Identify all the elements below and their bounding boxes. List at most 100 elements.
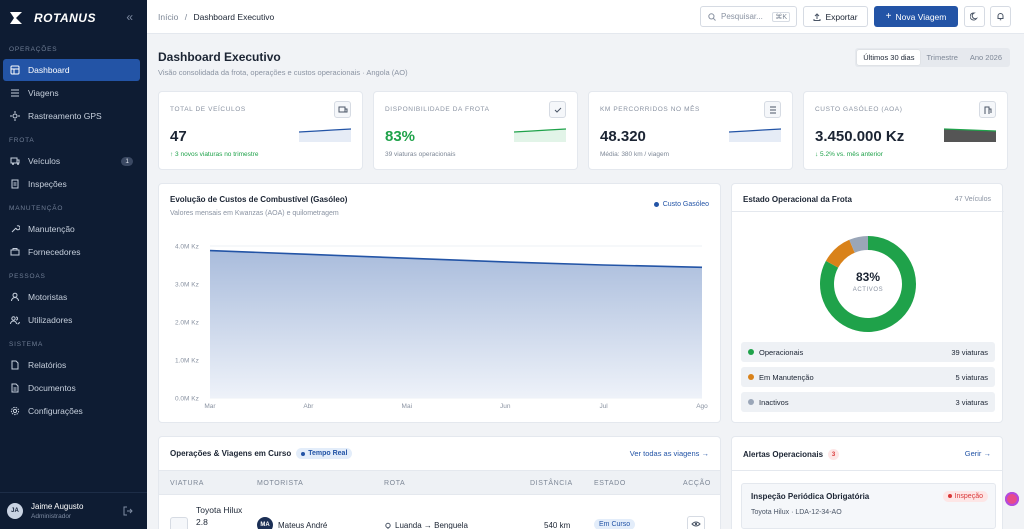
alert-title: Inspeção Periódica Obrigatória <box>751 492 870 501</box>
status-label: Operacionais <box>759 347 804 357</box>
new-trip-button[interactable]: + Nova Viagem <box>874 6 958 27</box>
live-dot <box>301 451 306 456</box>
page-header: Dashboard Executivo Visão consolidada da… <box>158 34 1013 84</box>
avatar: JA <box>7 503 23 519</box>
chart-legend[interactable]: Custo Gasóleo <box>653 201 709 208</box>
fleet-status-row[interactable]: Operacionais 39 viaturas <box>741 342 995 362</box>
topbar: Início / Dashboard Executivo Pesquisar..… <box>147 0 1024 34</box>
logout-icon[interactable] <box>123 506 133 516</box>
kpi-label: TOTAL DE VEÍCULOS <box>170 106 246 113</box>
y-tick-label: 3.0M Kz <box>175 282 199 289</box>
kpi-card[interactable]: CUSTO GASÓLEO (AOA) 3.450.000 Kz ↓ 5.2% vs… <box>803 91 1008 170</box>
sidebar-section-title: OPERAÇÕES <box>9 46 58 53</box>
sidebar-item-inspecoes[interactable]: Inspeções <box>3 173 140 195</box>
fuel-cost-chart: 0.0M Kz 1.0M Kz 2.0M Kz 3.0M Kz 4.0M Kz Mar Ab… <box>175 244 708 411</box>
sidebar-item-viagens[interactable]: Viagens <box>3 82 140 104</box>
live-label: Tempo Real <box>308 450 348 457</box>
moon-icon <box>970 12 978 21</box>
truck-icon <box>10 156 20 166</box>
operations-header: Operações & Viagens em Curso Tempo Real <box>170 448 353 459</box>
assistant-icon[interactable] <box>1005 492 1019 506</box>
fleet-status-row[interactable]: Inactivos 3 viaturas <box>741 392 995 412</box>
chart-subtitle: Valores mensais em Kwanzas (AOA) e quilo… <box>170 210 339 217</box>
sidebar-item-motoristas[interactable]: Motoristas <box>3 286 140 308</box>
status-count: 3 viaturas <box>955 397 988 407</box>
main-area: Início / Dashboard Executivo Pesquisar..… <box>147 0 1024 529</box>
view-all-trips-link[interactable]: Ver todas as viagens → <box>630 449 709 458</box>
donut-center-label: ACTIVOS <box>852 287 884 293</box>
search-input[interactable]: Pesquisar... ⌘K <box>700 6 797 27</box>
range-last-30-days[interactable]: Últimos 30 dias <box>857 50 921 65</box>
sidebar-item-utilizadores[interactable]: Utilizadores <box>3 309 140 331</box>
kpi-label: DISPONIBILIDADE DA FROTA <box>385 106 490 113</box>
breadcrumb-home[interactable]: Início <box>158 11 179 22</box>
upload-icon <box>813 12 821 21</box>
x-tick-label: Jul <box>599 403 608 410</box>
check-icon <box>549 101 566 118</box>
kpi-subtext: 39 viaturas operacionais <box>385 151 456 158</box>
alerts-count-badge: 3 <box>828 449 840 460</box>
series-line <box>209 249 703 269</box>
range-quarter[interactable]: Trimestre <box>926 53 958 62</box>
sidebar-item-rastreamento-gps[interactable]: Rastreamento GPS <box>3 105 140 127</box>
plus-icon: + <box>885 11 892 22</box>
status-count: 39 viaturas <box>951 347 988 357</box>
sidebar-nav: OPERAÇÕES Dashboard Viagens Rastreamento GP… <box>0 46 147 422</box>
gps-icon <box>10 111 20 121</box>
legend-label: Custo Gasóleo <box>662 201 709 208</box>
search-icon <box>708 12 716 21</box>
sidebar-item-documentos[interactable]: Documentos <box>3 377 140 399</box>
donut-slice[interactable] <box>820 236 916 332</box>
sidebar-item-configuracoes[interactable]: Configurações <box>3 400 140 422</box>
sidebar-item-label: Inspeções <box>28 179 67 189</box>
view-trip-button[interactable] <box>687 516 705 529</box>
sidebar: ROTANUS « OPERAÇÕES Dashboard Viagens Rastr… <box>0 0 147 529</box>
export-button[interactable]: Exportar <box>803 6 868 27</box>
x-tick-label: Jun <box>500 403 511 410</box>
status-dot <box>748 349 754 355</box>
dark-mode-button[interactable] <box>964 6 985 27</box>
fleet-status-title: Estado Operacional da Frota <box>743 195 852 204</box>
kpi-sparkline <box>729 128 781 142</box>
kpi-card[interactable]: TOTAL DE VEÍCULOS 47 ↑ 3 novos viaturas no… <box>158 91 363 170</box>
chart-title: Evolução de Custos de Combustível (Gasól… <box>170 195 348 204</box>
breadcrumb: Início / Dashboard Executivo <box>158 12 274 22</box>
alert-tag: Inspeção <box>942 491 988 502</box>
table-row[interactable]: Toyota Hilux 2.8 MA Mateus André Luanda … <box>159 496 720 529</box>
kpi-card[interactable]: KM PERCORRIDOS NO MÊS 48.320 Média: 380 km… <box>588 91 793 170</box>
alert-item[interactable]: Inspeção Periódica Obrigatória Toyota Hi… <box>741 483 996 529</box>
sidebar-item-relatorios[interactable]: Relatórios <box>3 354 140 376</box>
sidebar-item-manutencao[interactable]: Manutenção <box>3 218 140 240</box>
donut-slice[interactable] <box>849 236 869 253</box>
status-dot <box>748 374 754 380</box>
alerts-header: Alertas Operacionais 3 <box>743 449 840 460</box>
col-vehicle: VIATURA <box>170 480 205 487</box>
operations-panel: Operações & Viagens em Curso Tempo Real … <box>158 436 721 529</box>
table-header: VIATURA MOTORISTA ROTA DISTÂNCIA ESTADO … <box>159 470 720 495</box>
kpi-card[interactable]: DISPONIBILIDADE DA FROTA 83% 39 viaturas o… <box>373 91 578 170</box>
sidebar-item-fornecedores[interactable]: Fornecedores <box>3 241 140 263</box>
gear-icon <box>10 406 20 416</box>
donut-slice[interactable] <box>825 239 856 268</box>
clipboard-icon <box>10 179 20 189</box>
range-year[interactable]: Ano 2026 <box>969 53 1002 62</box>
new-trip-label: Nova Viagem <box>895 11 947 22</box>
sidebar-item-label: Manutenção <box>28 224 75 234</box>
manage-alerts-link[interactable]: Gerir → <box>965 449 991 458</box>
truck-icon <box>334 101 351 118</box>
y-tick-label: 2.0M Kz <box>175 320 199 327</box>
user-profile[interactable]: JA Jaime Augusto Administrador <box>0 492 147 529</box>
kpi-sparkline <box>299 128 351 142</box>
status-label: Inactivos <box>759 397 789 407</box>
logo[interactable]: ROTANUS « <box>0 0 147 36</box>
col-action: ACÇÃO <box>683 480 711 487</box>
y-tick-label: 4.0M Kz <box>175 244 199 251</box>
kpi-label: CUSTO GASÓLEO (AOA) <box>815 106 903 113</box>
kpi-sparkline <box>514 128 566 142</box>
sidebar-item-veiculos[interactable]: Veículos 1 <box>3 150 140 172</box>
fleet-status-row[interactable]: Em Manutenção 5 viaturas <box>741 367 995 387</box>
divider <box>732 211 1004 212</box>
sidebar-item-dashboard[interactable]: Dashboard <box>3 59 140 81</box>
collapse-sidebar-icon[interactable]: « <box>126 10 133 24</box>
notifications-button[interactable] <box>990 6 1011 27</box>
